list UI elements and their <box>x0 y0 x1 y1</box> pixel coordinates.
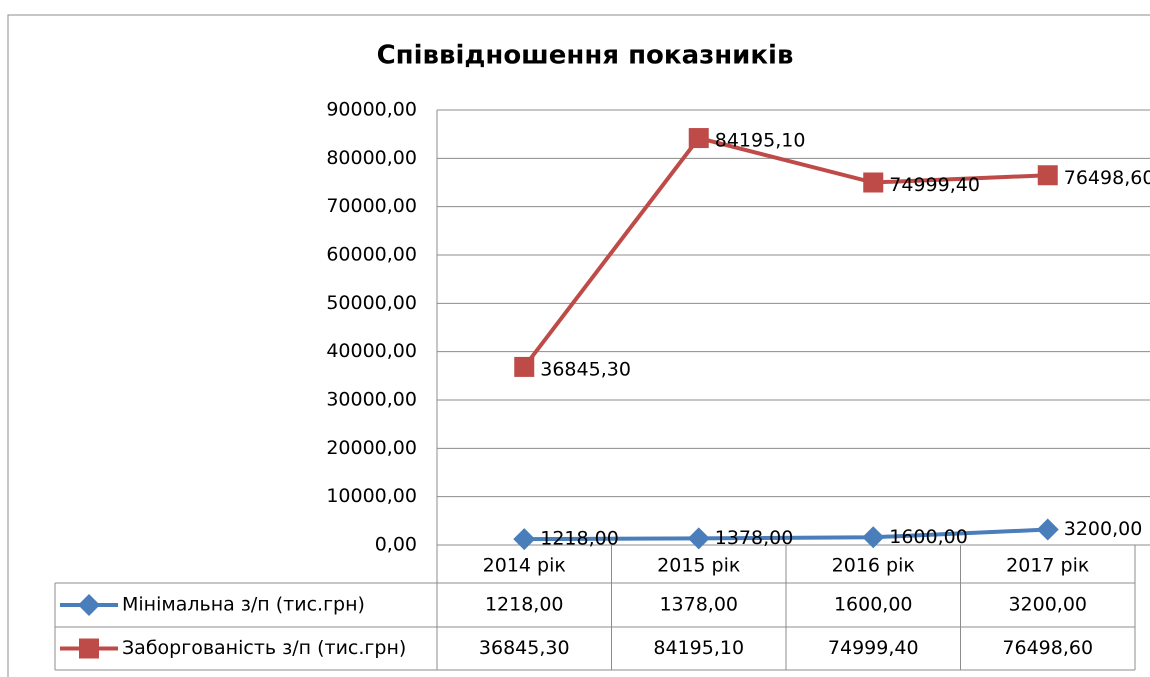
y-tick-label: 10000,00 <box>326 485 417 507</box>
x-tick-label: 2016 рік <box>832 555 915 577</box>
data-label: 1600,00 <box>889 526 968 548</box>
data-label: 74999,40 <box>889 174 980 196</box>
table-cell: 3200,00 <box>1008 594 1087 616</box>
marker <box>862 526 885 549</box>
data-label: 1378,00 <box>715 527 794 549</box>
legend-label: Заборгованість з/п (тис.грн) <box>122 637 406 659</box>
data-label: 1218,00 <box>540 528 619 550</box>
legend-marker <box>78 594 100 616</box>
data-label: 76498,60 <box>1064 167 1150 189</box>
x-tick-label: 2015 рік <box>657 555 740 577</box>
y-tick-label: 30000,00 <box>326 389 417 411</box>
series-line <box>524 527 1048 542</box>
series-line <box>522 135 1048 369</box>
y-tick-label: 20000,00 <box>326 437 417 459</box>
table-cell: 1218,00 <box>485 594 564 616</box>
marker <box>1037 165 1058 186</box>
y-tick-label: 40000,00 <box>326 340 417 362</box>
marker <box>514 356 535 377</box>
data-label: 3200,00 <box>1064 518 1143 540</box>
table-cell: 74999,40 <box>828 637 919 659</box>
y-tick-label: 0,00 <box>375 534 417 556</box>
y-tick-label: 80000,00 <box>326 147 417 169</box>
table-cell: 1378,00 <box>659 594 738 616</box>
table-cell: 76498,60 <box>1002 637 1093 659</box>
legend-marker <box>79 638 99 659</box>
data-label: 84195,10 <box>715 130 806 152</box>
marker <box>688 128 709 149</box>
chart-title: Співвідношення показників <box>377 41 794 71</box>
marker <box>1036 518 1059 541</box>
x-tick-label: 2017 рік <box>1006 555 1089 577</box>
y-tick-label: 90000,00 <box>326 99 417 121</box>
legend-label: Мінімальна з/п (тис.грн) <box>122 594 365 616</box>
y-tick-label: 70000,00 <box>326 195 417 217</box>
x-tick-label: 2014 рік <box>483 555 566 577</box>
marker <box>687 527 710 550</box>
y-tick-label: 60000,00 <box>326 244 417 266</box>
marker <box>863 172 884 193</box>
table-cell: 36845,30 <box>479 637 570 659</box>
y-tick-label: 50000,00 <box>326 292 417 314</box>
marker <box>513 528 536 551</box>
table-cell: 1600,00 <box>834 594 913 616</box>
data-label: 36845,30 <box>540 358 631 380</box>
table-cell: 84195,10 <box>653 637 744 659</box>
chart-frame <box>7 14 1150 677</box>
